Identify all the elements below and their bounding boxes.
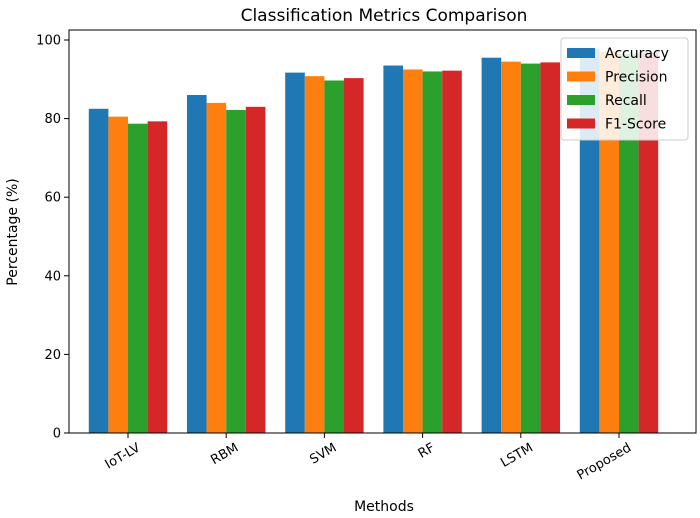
y-tick-label: 80	[44, 112, 61, 127]
x-tick-label: SVM	[307, 440, 339, 467]
bar-f1-score-proposed	[638, 52, 659, 433]
legend-label: Precision	[605, 70, 667, 86]
x-tick-label: RF	[416, 440, 438, 461]
bar-accuracy-lstm	[481, 57, 502, 433]
bar-f1-score-lstm	[540, 62, 560, 434]
bar-precision-rbm	[206, 102, 227, 433]
y-tick-label: 0	[53, 427, 61, 442]
bar-recall-proposed	[619, 53, 639, 433]
bars-group	[88, 48, 659, 434]
legend-label: F1-Score	[605, 117, 666, 133]
bar-accuracy-rbm	[187, 95, 207, 434]
chart-title: Classification Metrics Comparison	[241, 6, 528, 26]
bar-f1-score-svm	[344, 78, 364, 434]
bar-accuracy-rf	[383, 65, 403, 433]
bar-recall-lstm	[520, 63, 541, 433]
x-axis: IoT-LV RBM SVM RF LSTM Proposed	[103, 433, 634, 483]
bar-precision-iot-lv	[108, 116, 128, 433]
bar-accuracy-svm	[285, 72, 305, 434]
y-tick-label: 20	[44, 348, 61, 363]
bar-recall-iot-lv	[128, 123, 148, 434]
bar-f1-score-iot-lv	[147, 121, 168, 433]
bar-precision-svm	[304, 76, 325, 433]
x-axis-title: Methods	[354, 499, 414, 515]
y-tick-label: 40	[44, 269, 61, 284]
x-tick-label: IoT-LV	[103, 440, 143, 472]
bar-accuracy-proposed	[579, 48, 600, 434]
legend-swatch	[567, 48, 595, 58]
bar-recall-rbm	[226, 109, 246, 433]
plot-frame	[68, 29, 697, 434]
bar-f1-score-rbm	[245, 106, 266, 433]
bar-f1-score-rf	[442, 70, 462, 434]
bar-precision-rf	[403, 69, 423, 433]
x-tick-label: RBM	[208, 440, 241, 468]
bar-accuracy-iot-lv	[88, 108, 109, 433]
legend-swatch	[567, 95, 595, 105]
y-tick-label: 60	[44, 191, 61, 206]
legend-label: Recall	[605, 93, 647, 109]
legend-swatch	[567, 71, 595, 82]
legend-box	[560, 37, 689, 141]
x-tick-label: Proposed	[575, 440, 634, 483]
legend: Accuracy Precision Recall F1-Score	[560, 37, 689, 141]
bar-precision-proposed	[599, 51, 619, 433]
bar-recall-svm	[324, 80, 344, 433]
bar-precision-lstm	[501, 61, 521, 434]
y-axis-title: Percentage (%)	[5, 178, 21, 285]
y-tick-label: 100	[36, 34, 61, 49]
legend-swatch	[567, 118, 595, 129]
legend-label: Accuracy	[605, 46, 669, 62]
y-axis: 0 20 40 60 80 100	[36, 34, 69, 442]
x-tick-label: LSTM	[498, 440, 536, 470]
bar-recall-rf	[422, 71, 443, 433]
